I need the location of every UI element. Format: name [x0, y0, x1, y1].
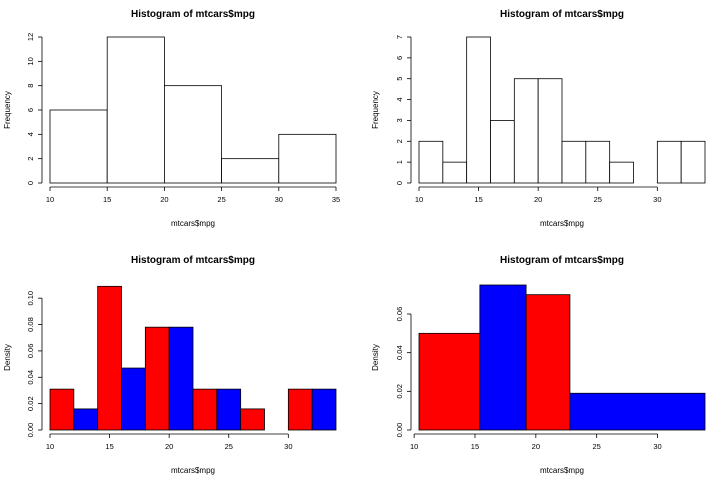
- histogram-bar: [569, 392, 706, 431]
- y-tick-label: 4: [395, 97, 404, 101]
- y-tick-label: 6: [395, 56, 404, 60]
- x-tick-label: 10: [46, 442, 54, 451]
- y-tick-label: 5: [395, 77, 404, 81]
- histogram-bar: [144, 326, 170, 431]
- y-tick-label: 0.10: [26, 291, 35, 306]
- histogram-bar: [442, 161, 468, 184]
- x-tick-label: 20: [532, 442, 540, 451]
- histogram-bar: [163, 85, 222, 184]
- y-tick-label: 0.06: [26, 344, 35, 359]
- x-axis-label: mtcars$mpg: [540, 219, 584, 228]
- chart-title: Histogram of mtcars$mpg: [500, 9, 624, 20]
- x-axis-label: mtcars$mpg: [171, 466, 215, 475]
- histogram-bar: [490, 120, 515, 184]
- y-tick-label: 0.08: [26, 317, 35, 332]
- y-tick-label: 0.02: [395, 384, 404, 399]
- x-tick-label: 35: [332, 195, 340, 204]
- histogram-bar: [311, 388, 337, 431]
- x-tick-label: 20: [160, 195, 168, 204]
- x-tick-label: 15: [474, 195, 482, 204]
- chart-title: Histogram of mtcars$mpg: [131, 9, 255, 20]
- histogram-bar: [513, 78, 539, 184]
- histogram-bar: [609, 161, 634, 184]
- x-tick-label: 25: [593, 442, 601, 451]
- histogram-bar: [192, 388, 218, 431]
- histogram-bar: [585, 140, 611, 184]
- y-axis-label: Density: [3, 344, 12, 371]
- histogram-bar: [216, 388, 242, 431]
- y-axis-label: Density: [371, 344, 380, 371]
- y-tick-label: 0.00: [26, 423, 35, 438]
- y-tick-label: 0.02: [26, 396, 35, 411]
- x-tick-label: 25: [217, 195, 225, 204]
- x-axis-label: mtcars$mpg: [540, 466, 584, 475]
- histogram-bar: [561, 140, 587, 184]
- histogram-bar: [240, 408, 265, 431]
- y-axis-label: Frequency: [371, 91, 380, 129]
- y-axis-label: Frequency: [3, 91, 12, 129]
- y-tick-label: 0.06: [395, 307, 404, 322]
- histogram-bar: [278, 133, 337, 184]
- histogram-bar: [73, 408, 99, 431]
- histogram-bar: [466, 36, 491, 184]
- y-tick-label: 6: [26, 108, 35, 112]
- x-tick-label: 10: [415, 195, 423, 204]
- histogram-bar: [168, 326, 194, 431]
- y-tick-label: 1: [395, 160, 404, 164]
- x-tick-label: 10: [46, 195, 54, 204]
- y-tick-label: 0.04: [26, 370, 35, 385]
- histogram-bar: [680, 140, 706, 184]
- y-tick-label: 2: [26, 157, 35, 161]
- y-tick-label: 0.00: [395, 423, 404, 438]
- x-tick-label: 30: [653, 442, 661, 451]
- y-tick-label: 7: [395, 35, 404, 39]
- x-tick-label: 15: [103, 195, 111, 204]
- x-tick-label: 20: [534, 195, 542, 204]
- histogram-bar: [418, 332, 481, 431]
- chart-title: Histogram of mtcars$mpg: [500, 255, 624, 266]
- x-tick-label: 15: [471, 442, 479, 451]
- histogram-bar: [418, 140, 444, 184]
- histogram-bar: [537, 78, 563, 184]
- histogram-bar: [287, 388, 313, 431]
- x-tick-label: 10: [410, 442, 418, 451]
- histogram-bar: [106, 36, 165, 184]
- histogram-bar: [49, 388, 75, 431]
- histogram-bar: [121, 367, 146, 431]
- y-tick-label: 3: [395, 118, 404, 122]
- x-tick-label: 30: [284, 442, 292, 451]
- chart-title: Histogram of mtcars$mpg: [131, 255, 255, 266]
- x-tick-label: 30: [653, 195, 661, 204]
- histogram-bar: [49, 109, 108, 184]
- y-tick-label: 12: [26, 33, 35, 41]
- y-tick-label: 2: [395, 139, 404, 143]
- y-tick-label: 0.04: [395, 345, 404, 360]
- y-tick-label: 0: [26, 181, 35, 185]
- y-tick-label: 4: [26, 132, 35, 136]
- histogram-bar: [525, 294, 571, 431]
- x-tick-label: 20: [165, 442, 173, 451]
- histogram-bar: [479, 284, 527, 431]
- histogram-bar: [221, 158, 280, 184]
- y-tick-label: 0: [395, 181, 404, 185]
- x-axis-label: mtcars$mpg: [171, 219, 215, 228]
- histogram-bar: [97, 285, 122, 431]
- histogram-bar: [656, 140, 682, 184]
- x-tick-label: 25: [225, 442, 233, 451]
- y-tick-label: 8: [26, 84, 35, 88]
- x-tick-label: 15: [105, 442, 113, 451]
- y-tick-label: 10: [26, 57, 35, 65]
- x-tick-label: 30: [275, 195, 283, 204]
- x-tick-label: 25: [594, 195, 602, 204]
